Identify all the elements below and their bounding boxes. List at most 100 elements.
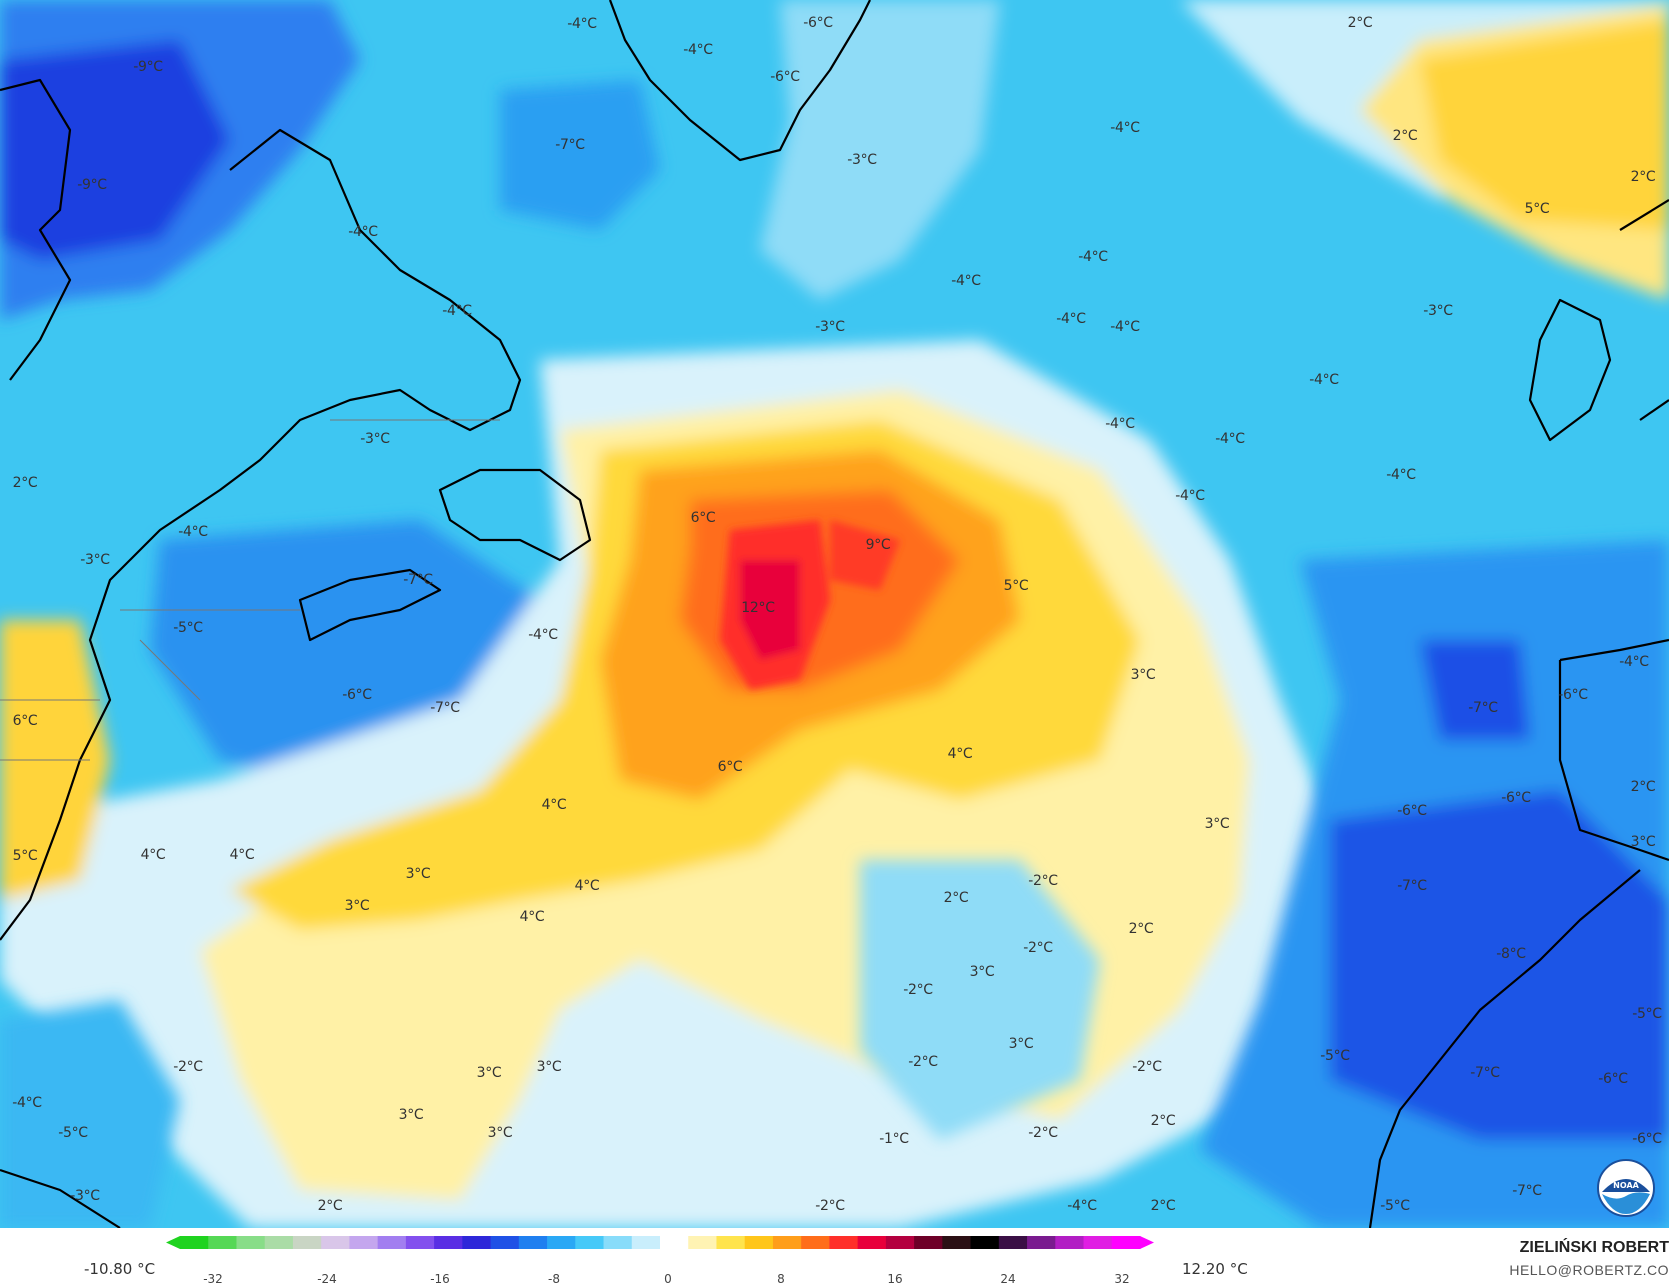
- legend-min-value: -10.80 °C: [84, 1260, 156, 1278]
- legend-tick-label: 24: [1000, 1272, 1016, 1286]
- temperature-label: 9°C: [865, 537, 891, 553]
- temperature-label: -4°C: [1067, 1198, 1097, 1214]
- legend-swatch: [660, 1236, 689, 1249]
- legend-swatch: [688, 1236, 717, 1249]
- legend-min-arrow: [166, 1236, 180, 1249]
- temperature-label: -3°C: [847, 152, 877, 168]
- temperature-label: -7°C: [430, 700, 460, 716]
- temperature-label: 3°C: [487, 1125, 513, 1141]
- legend-swatch: [1111, 1236, 1141, 1249]
- warm-region-scandinavia-core: [1420, 20, 1669, 230]
- legend-swatch: [547, 1236, 576, 1249]
- temperature-label: 3°C: [536, 1059, 562, 1075]
- temperature-label: 2°C: [1630, 169, 1656, 185]
- legend-tick-label: -8: [548, 1272, 560, 1286]
- uk-coast: [1619, 199, 1669, 421]
- temperature-label: 3°C: [405, 866, 431, 882]
- temperature-label: -4°C: [12, 1095, 42, 1111]
- legend-swatch: [349, 1236, 379, 1249]
- temperature-label: -6°C: [342, 687, 372, 703]
- temperature-label: -2°C: [1023, 940, 1053, 956]
- legend-swatch: [490, 1236, 520, 1249]
- temperature-label: -5°C: [1320, 1048, 1350, 1064]
- very-cold-region-canada: [0, 40, 230, 260]
- legend-swatch: [631, 1236, 661, 1249]
- iberia-coast: [1558, 638, 1669, 862]
- temperature-label: -4°C: [528, 627, 558, 643]
- legend-tick-label: -16: [430, 1272, 450, 1286]
- temperature-label: 2°C: [1150, 1113, 1176, 1129]
- temperature-label: -2°C: [908, 1054, 938, 1070]
- temperature-label: -2°C: [1028, 1125, 1058, 1141]
- temperature-label: -5°C: [1380, 1198, 1410, 1214]
- temperature-label: 2°C: [1630, 779, 1656, 795]
- temperature-label: -3°C: [360, 431, 390, 447]
- temperature-label: -4°C: [1309, 372, 1339, 388]
- temperature-label: -2°C: [1028, 873, 1058, 889]
- temperature-label: 2°C: [317, 1198, 343, 1214]
- legend-swatch: [264, 1236, 294, 1249]
- temperature-label: 6°C: [717, 759, 743, 775]
- temperature-label: -4°C: [1386, 467, 1416, 483]
- temperature-label: -6°C: [770, 69, 800, 85]
- legend-swatch: [914, 1236, 943, 1249]
- legend-swatch: [321, 1236, 350, 1249]
- temperature-label: 3°C: [1630, 834, 1656, 850]
- temperature-label: 3°C: [1130, 667, 1156, 683]
- temperature-label: 4°C: [574, 878, 600, 894]
- temperature-label: -4°C: [1619, 654, 1649, 670]
- noaa-logo-icon: NOAA: [1596, 1158, 1656, 1218]
- author-email: HELLO@ROBERTZ.CO: [1509, 1262, 1669, 1278]
- temperature-label: 6°C: [12, 713, 38, 729]
- temperature-label: -4°C: [1056, 311, 1086, 327]
- temperature-label: -6°C: [1598, 1071, 1628, 1087]
- ireland-coast: [1528, 298, 1612, 442]
- temperature-label: -6°C: [1397, 803, 1427, 819]
- temperature-label: -4°C: [567, 16, 597, 32]
- temperature-label: -6°C: [1632, 1131, 1662, 1147]
- temperature-label: -4°C: [1175, 488, 1205, 504]
- legend-swatch: [857, 1236, 887, 1249]
- temperature-label: 5°C: [1003, 578, 1029, 594]
- temperature-label: 3°C: [344, 898, 370, 914]
- legend-swatch: [377, 1236, 407, 1249]
- legend-swatch: [772, 1236, 802, 1249]
- legend-swatch: [744, 1236, 774, 1249]
- very-cold-region-morocco: [1330, 790, 1669, 1140]
- temperature-label: 5°C: [12, 848, 38, 864]
- temperature-label: -5°C: [58, 1125, 88, 1141]
- legend-swatch: [942, 1236, 972, 1249]
- cold-region-caribbean: [0, 1000, 180, 1228]
- temperature-label: 12°C: [741, 600, 775, 616]
- temperature-label: -1°C: [879, 1131, 909, 1147]
- temperature-label: -7°C: [1468, 700, 1498, 716]
- temperature-label: -6°C: [803, 15, 833, 31]
- color-scale: [166, 1236, 1154, 1249]
- legend-bar: [0, 1228, 1669, 1287]
- temperature-label: -3°C: [70, 1188, 100, 1204]
- temperature-label: 4°C: [947, 746, 973, 762]
- hot-region-crimson: [740, 560, 800, 660]
- temperature-label: -7°C: [1397, 878, 1427, 894]
- state-borders: [0, 419, 500, 761]
- temperature-label: -2°C: [815, 1198, 845, 1214]
- legend-tick-label: 32: [1114, 1272, 1130, 1286]
- temperature-label: -5°C: [1632, 1006, 1662, 1022]
- temperature-label: 2°C: [1128, 921, 1154, 937]
- temperature-label: -6°C: [1501, 790, 1531, 806]
- temperature-label: 3°C: [969, 964, 995, 980]
- legend-swatch: [236, 1236, 266, 1249]
- temperature-label: 5°C: [1524, 201, 1550, 217]
- temperature-label: -7°C: [403, 572, 433, 588]
- temperature-label: -4°C: [1078, 249, 1108, 265]
- temperature-label: 4°C: [140, 847, 166, 863]
- temperature-label: -9°C: [133, 59, 163, 75]
- legend-swatch: [1027, 1236, 1056, 1249]
- temperature-label: 3°C: [398, 1107, 424, 1123]
- legend-tick-label: -24: [317, 1272, 337, 1286]
- temperature-label: 3°C: [1008, 1036, 1034, 1052]
- africa-coast: [1368, 869, 1641, 1228]
- north-america-coast: [0, 128, 522, 941]
- cool-region-subtropics: [860, 860, 1100, 1140]
- legend-swatch: [180, 1236, 209, 1249]
